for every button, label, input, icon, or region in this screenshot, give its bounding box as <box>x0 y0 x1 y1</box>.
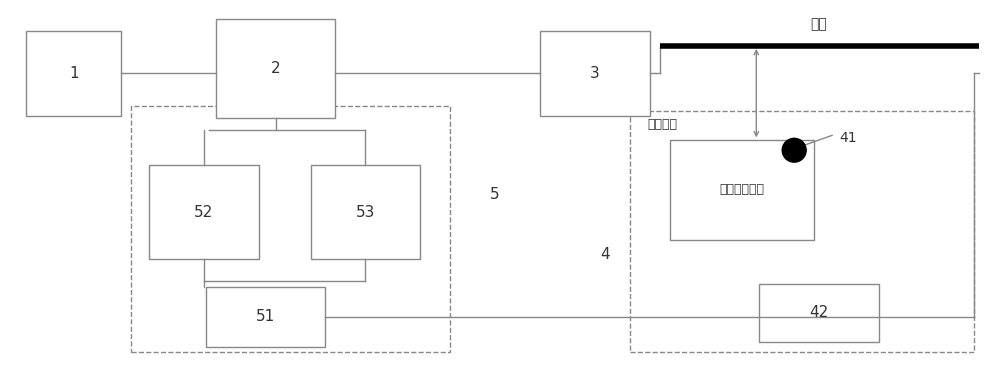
Bar <box>206 287 325 347</box>
Text: 53: 53 <box>356 205 375 220</box>
Bar <box>311 165 420 260</box>
Text: 测试距离: 测试距离 <box>648 119 678 131</box>
Text: 4: 4 <box>600 247 610 262</box>
Bar <box>759 284 879 342</box>
Text: 51: 51 <box>256 310 275 324</box>
Text: 3: 3 <box>590 66 600 81</box>
Text: 41: 41 <box>839 131 857 145</box>
Bar <box>540 31 650 115</box>
Bar <box>216 19 335 119</box>
Bar <box>670 140 814 239</box>
Text: 被测电子设备: 被测电子设备 <box>719 184 764 196</box>
Text: 1: 1 <box>69 66 78 81</box>
Bar <box>26 31 121 115</box>
Bar <box>630 111 974 352</box>
Text: 电缆: 电缆 <box>811 17 827 31</box>
Bar <box>149 165 259 260</box>
Text: 5: 5 <box>490 187 500 203</box>
Ellipse shape <box>782 138 806 162</box>
Text: 42: 42 <box>809 306 829 320</box>
Bar <box>131 105 450 352</box>
Text: 52: 52 <box>194 205 213 220</box>
Text: 2: 2 <box>271 61 280 76</box>
